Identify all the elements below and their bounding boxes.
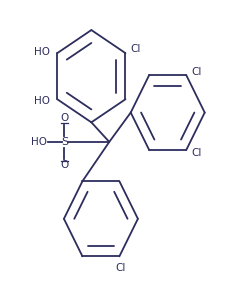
Text: HO: HO	[34, 96, 50, 106]
Text: O: O	[60, 160, 69, 170]
Text: HO: HO	[34, 47, 50, 57]
Text: S: S	[61, 137, 68, 147]
Text: O: O	[60, 114, 69, 123]
Text: Cl: Cl	[130, 44, 141, 54]
Text: Cl: Cl	[191, 67, 201, 77]
Text: Cl: Cl	[115, 263, 126, 273]
Text: Cl: Cl	[191, 148, 201, 158]
Text: HO: HO	[31, 137, 47, 147]
